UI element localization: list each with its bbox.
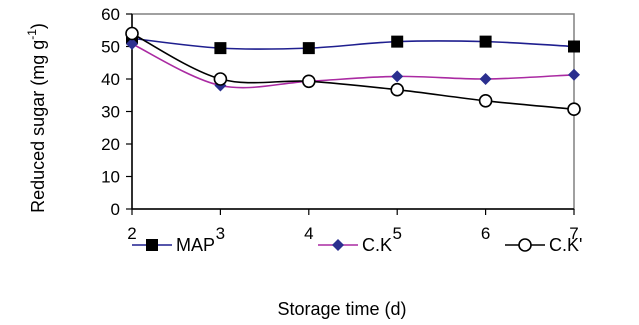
legend-item-c-k: C.K [318,235,392,255]
legend-item-map: MAP [132,235,215,255]
y-axis-ticks: 0 10 20 30 40 50 60 [101,5,132,219]
legend: MAP C.K C.K' [132,235,582,255]
data-point [126,37,138,50]
y-tick-label: 30 [101,103,120,122]
x-axis-title: Storage time (d) [277,299,406,319]
legend-item-c-k: C.K' [505,235,582,255]
data-point [479,73,492,85]
series-line [131,32,575,111]
y-tick-label: 40 [101,70,120,89]
data-point [478,93,493,108]
series-map [126,32,580,55]
legend-marker [518,238,532,252]
data-point [568,68,580,81]
y-tick-label: 20 [101,135,120,154]
data-point [391,70,404,83]
y-axis-title-superscript: -1 [25,29,39,40]
series-layer [125,26,581,117]
x-axis-ticks: 2 3 4 5 6 7 [127,209,579,243]
y-tick-label: 60 [101,5,120,24]
legend-marker [332,239,344,251]
data-point [568,40,580,53]
data-point [391,35,404,48]
data-point [125,26,139,41]
y-tick-label: 10 [101,168,120,187]
x-tick-label: 3 [216,224,225,243]
series-line [131,43,575,89]
legend-label: C.K [362,235,392,255]
x-tick-label: 5 [392,224,401,243]
legend-label: MAP [176,235,215,255]
y-tick-label: 50 [101,38,120,57]
x-tick-label: 2 [127,224,136,243]
data-point [213,72,228,86]
y-tick-label: 0 [111,200,120,219]
legend-marker [146,239,158,251]
y-axis-title-main: Reduced sugar (mg g [28,40,48,213]
data-point [214,42,227,55]
x-tick-label: 4 [304,224,313,243]
y-axis-title-close: ) [28,23,48,29]
x-tick-label: 6 [481,224,490,243]
legend-label: C.K' [549,235,582,255]
data-point [479,35,492,48]
data-point [390,82,405,97]
y-axis-title: Reduced sugar (mg g-1) [25,23,48,213]
data-point [302,42,315,55]
series-line [131,37,575,50]
series-c-k [125,26,581,117]
data-point [567,102,581,117]
x-tick-label: 7 [569,224,578,243]
data-point [301,74,316,89]
